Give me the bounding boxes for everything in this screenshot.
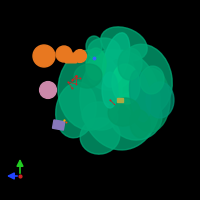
Ellipse shape — [82, 102, 118, 130]
Bar — [52, 120, 65, 130]
Circle shape — [40, 82, 56, 98]
Ellipse shape — [102, 33, 130, 87]
Ellipse shape — [108, 98, 140, 126]
Ellipse shape — [129, 70, 151, 122]
Ellipse shape — [88, 38, 120, 62]
Ellipse shape — [130, 68, 170, 132]
Ellipse shape — [116, 44, 172, 116]
Ellipse shape — [86, 50, 134, 90]
Ellipse shape — [58, 50, 122, 130]
Ellipse shape — [110, 92, 162, 140]
Ellipse shape — [56, 82, 96, 138]
Ellipse shape — [118, 48, 142, 80]
Ellipse shape — [86, 36, 102, 56]
Circle shape — [74, 50, 86, 62]
Ellipse shape — [74, 64, 102, 88]
FancyBboxPatch shape — [65, 53, 77, 63]
Ellipse shape — [140, 66, 164, 94]
Ellipse shape — [86, 48, 106, 80]
Ellipse shape — [130, 110, 150, 138]
Ellipse shape — [146, 82, 174, 118]
Ellipse shape — [102, 72, 118, 108]
Ellipse shape — [80, 118, 120, 154]
Circle shape — [56, 46, 72, 62]
Circle shape — [33, 45, 55, 67]
Ellipse shape — [112, 64, 140, 104]
Bar — [117, 98, 123, 102]
Ellipse shape — [80, 50, 160, 150]
Ellipse shape — [101, 27, 147, 61]
